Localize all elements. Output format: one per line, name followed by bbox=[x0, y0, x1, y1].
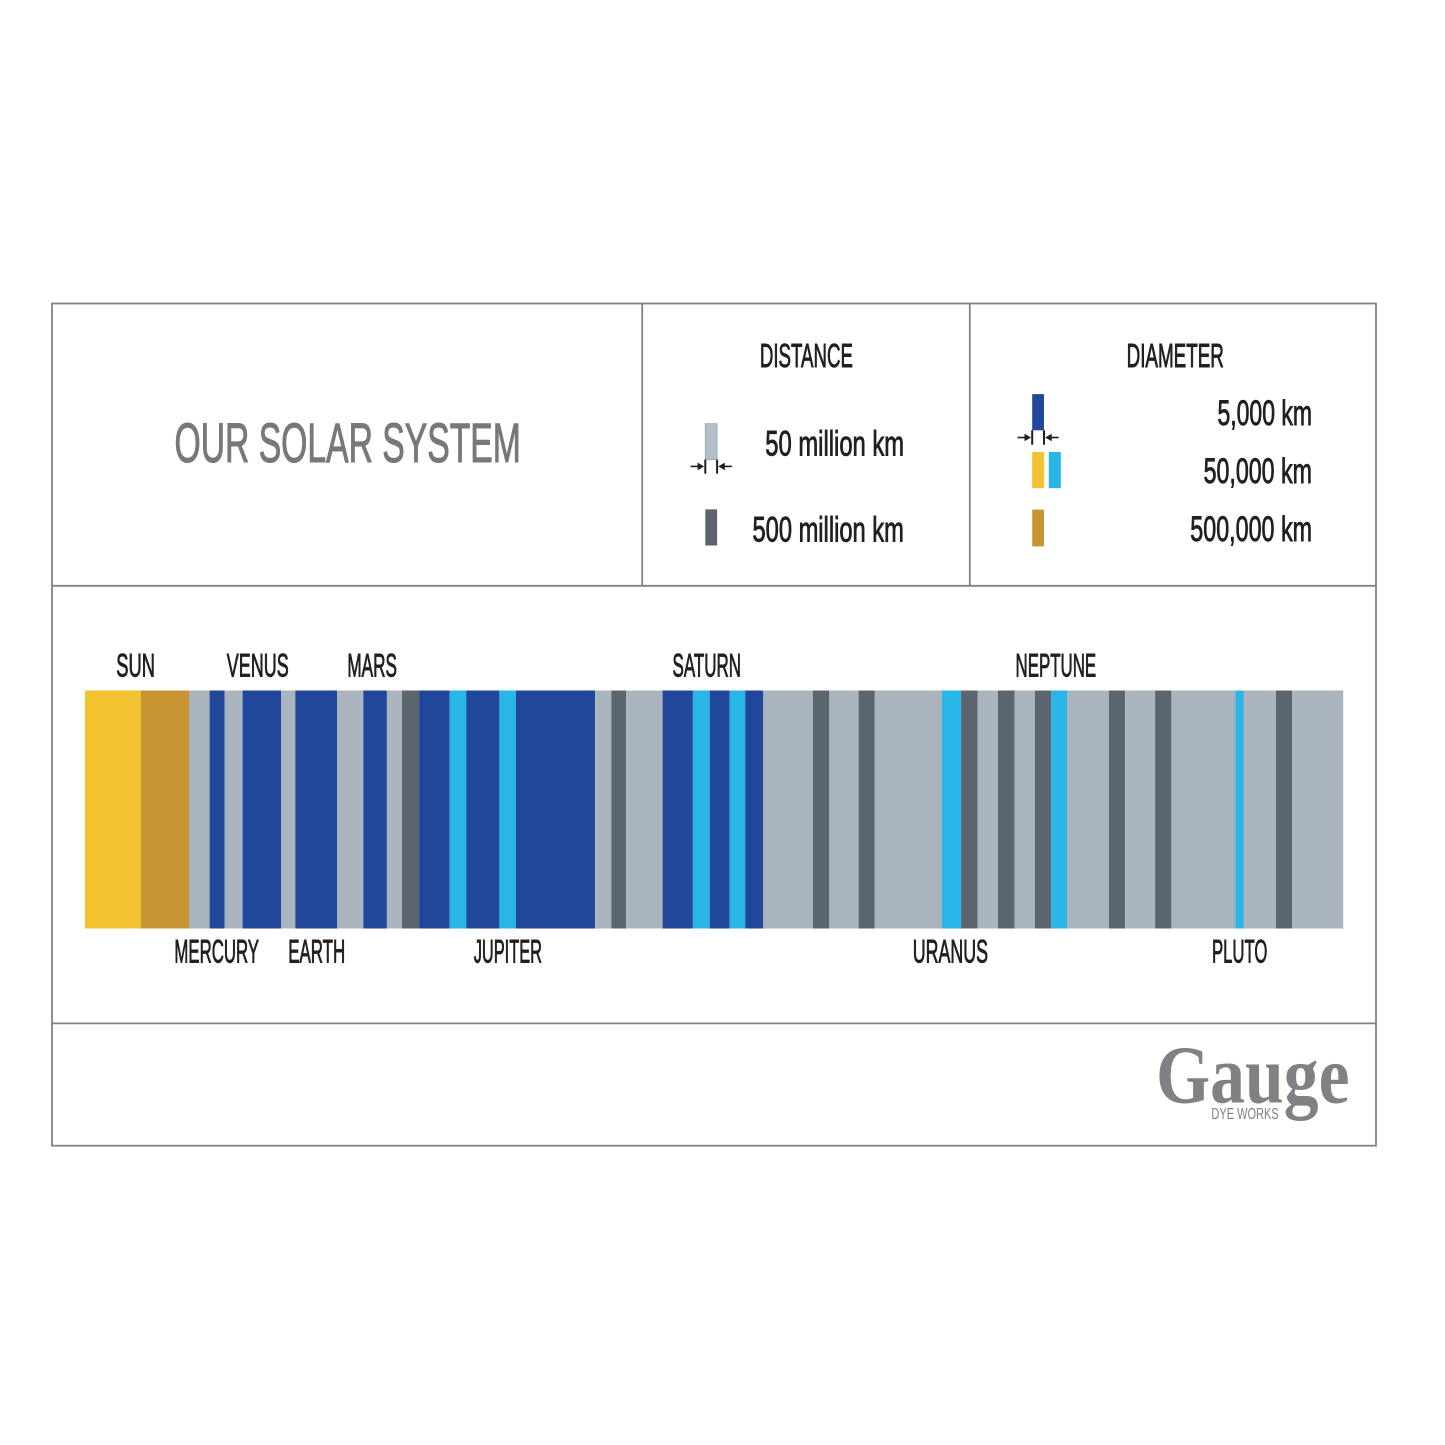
svg-text:SATURN: SATURN bbox=[673, 648, 742, 684]
svg-text:Gauge: Gauge bbox=[1156, 1028, 1350, 1120]
svg-text:500,000 km: 500,000 km bbox=[1190, 510, 1312, 549]
svg-text:DYE WORKS: DYE WORKS bbox=[1211, 1106, 1278, 1123]
svg-text:PLUTO: PLUTO bbox=[1212, 933, 1267, 969]
svg-text:MARS: MARS bbox=[347, 648, 397, 684]
svg-text:SUN: SUN bbox=[116, 648, 155, 684]
svg-text:OUR SOLAR SYSTEM: OUR SOLAR SYSTEM bbox=[175, 411, 521, 474]
svg-text:DIAMETER: DIAMETER bbox=[1127, 337, 1224, 374]
svg-text:MERCURY: MERCURY bbox=[174, 933, 259, 969]
svg-text:URANUS: URANUS bbox=[913, 933, 988, 969]
svg-text:50 million km: 50 million km bbox=[765, 425, 904, 464]
svg-text:VENUS: VENUS bbox=[227, 648, 289, 684]
svg-text:EARTH: EARTH bbox=[288, 933, 345, 969]
svg-text:5,000 km: 5,000 km bbox=[1218, 394, 1313, 433]
svg-text:500 million km: 500 million km bbox=[753, 511, 904, 550]
svg-text:50,000 km: 50,000 km bbox=[1204, 452, 1312, 491]
svg-text:NEPTUNE: NEPTUNE bbox=[1016, 648, 1097, 684]
svg-text:DISTANCE: DISTANCE bbox=[760, 337, 853, 374]
svg-text:JUPITER: JUPITER bbox=[474, 933, 542, 969]
